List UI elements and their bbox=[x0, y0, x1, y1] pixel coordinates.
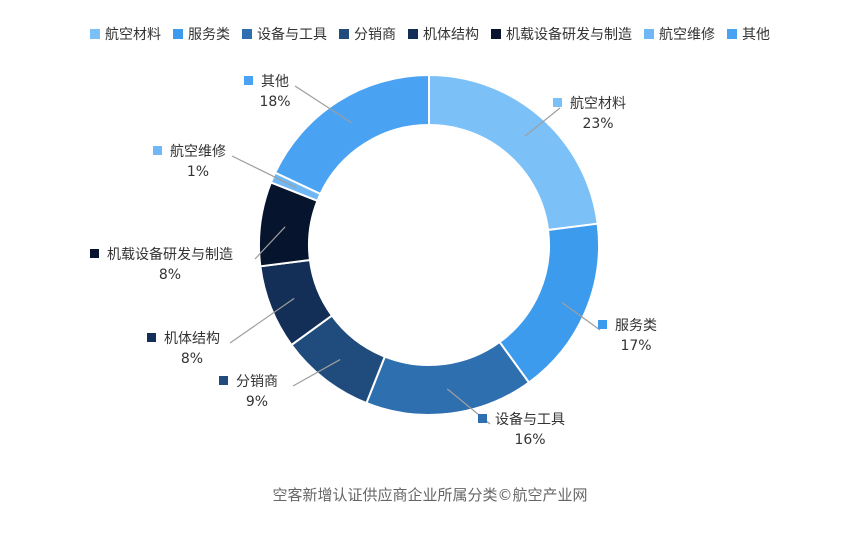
legend-item[interactable]: 航空维修 bbox=[644, 27, 715, 43]
legend-swatch bbox=[644, 29, 654, 39]
slice-label: 机体结构 8% bbox=[147, 331, 220, 367]
slice-label: 航空维修 1% bbox=[153, 144, 226, 180]
slice-label-name: 机体结构 bbox=[164, 331, 220, 347]
legend-label: 设备与工具 bbox=[257, 26, 327, 43]
legend-swatch bbox=[173, 29, 183, 39]
legend-label: 航空维修 bbox=[659, 27, 715, 43]
legend-item[interactable]: 航空材料 bbox=[90, 27, 161, 43]
slice-label-name: 服务类 bbox=[615, 318, 657, 334]
legend-label: 机体结构 bbox=[423, 27, 479, 43]
slice-label-name: 航空材料 bbox=[570, 96, 626, 112]
legend: 航空材料 服务类 设备与工具 分销商 机体结构 机载设备研发与制造 航空维修 其他 bbox=[90, 26, 770, 43]
slice-label: 航空材料 23% bbox=[553, 96, 626, 132]
slice-label-swatch bbox=[478, 414, 487, 423]
slice-label-swatch bbox=[90, 249, 99, 258]
slice-label-name: 航空维修 bbox=[170, 144, 226, 160]
legend-swatch bbox=[339, 29, 349, 39]
legend-item[interactable]: 机载设备研发与制造 bbox=[491, 26, 632, 43]
legend-swatch bbox=[90, 29, 100, 39]
slice-label-value: 8% bbox=[181, 351, 203, 367]
leader-line bbox=[561, 302, 601, 331]
leader-line bbox=[229, 297, 295, 344]
legend-item[interactable]: 服务类 bbox=[173, 27, 230, 43]
legend-label: 航空材料 bbox=[105, 27, 161, 43]
donut-slices bbox=[258, 73, 600, 416]
legend-swatch bbox=[408, 29, 418, 39]
slice-label-value: 1% bbox=[187, 164, 209, 180]
slice-label: 服务类 17% bbox=[598, 318, 657, 354]
legend-item[interactable]: 设备与工具 bbox=[242, 26, 327, 43]
leader-line bbox=[231, 155, 297, 188]
slice-label-name: 机载设备研发与制造 bbox=[107, 246, 233, 263]
legend-label: 分销商 bbox=[354, 27, 396, 43]
slice-label-name: 设备与工具 bbox=[495, 411, 565, 428]
legend-label: 其他 bbox=[742, 27, 770, 43]
legend-swatch bbox=[491, 29, 501, 39]
donut-slice[interactable] bbox=[273, 73, 430, 196]
slice-label-value: 8% bbox=[159, 267, 181, 283]
slice-label-value: 9% bbox=[246, 394, 268, 410]
leader-line bbox=[254, 226, 286, 260]
leader-line bbox=[524, 107, 561, 137]
slice-label: 设备与工具 16% bbox=[478, 411, 565, 448]
slice-label-value: 17% bbox=[620, 338, 651, 354]
legend-item[interactable]: 分销商 bbox=[339, 27, 396, 43]
legend-item[interactable]: 其他 bbox=[727, 27, 770, 43]
slice-label-name: 其他 bbox=[261, 74, 289, 90]
slice-label-swatch bbox=[147, 333, 156, 342]
donut-slice[interactable] bbox=[365, 340, 531, 416]
slice-label-swatch bbox=[153, 146, 162, 155]
slice-label-swatch bbox=[553, 98, 562, 107]
slice-label-swatch bbox=[244, 76, 253, 85]
slice-label-value: 18% bbox=[259, 94, 290, 110]
slice-label-swatch bbox=[598, 320, 607, 329]
slice-label-name: 分销商 bbox=[236, 374, 278, 390]
slice-label-value: 23% bbox=[582, 116, 613, 132]
slice-label: 分销商 9% bbox=[219, 374, 278, 410]
donut-slice[interactable] bbox=[498, 222, 600, 384]
chart-caption: 空客新增认证供应商企业所属分类©航空产业网 bbox=[272, 486, 588, 504]
slice-label-value: 16% bbox=[514, 432, 545, 448]
slice-label-swatch bbox=[219, 376, 228, 385]
slice-label: 其他 18% bbox=[244, 74, 291, 110]
leader-line bbox=[292, 359, 341, 387]
legend-swatch bbox=[727, 29, 737, 39]
legend-label: 服务类 bbox=[188, 27, 230, 43]
legend-swatch bbox=[242, 29, 252, 39]
slice-labels: 航空材料23%服务类17%设备与工具16%分销商9%机体结构8%机载设备研发与制… bbox=[90, 74, 657, 448]
legend-label: 机载设备研发与制造 bbox=[506, 26, 632, 43]
slice-label: 机载设备研发与制造 8% bbox=[90, 246, 233, 283]
leader-line bbox=[294, 85, 352, 124]
legend-item[interactable]: 机体结构 bbox=[408, 27, 479, 43]
